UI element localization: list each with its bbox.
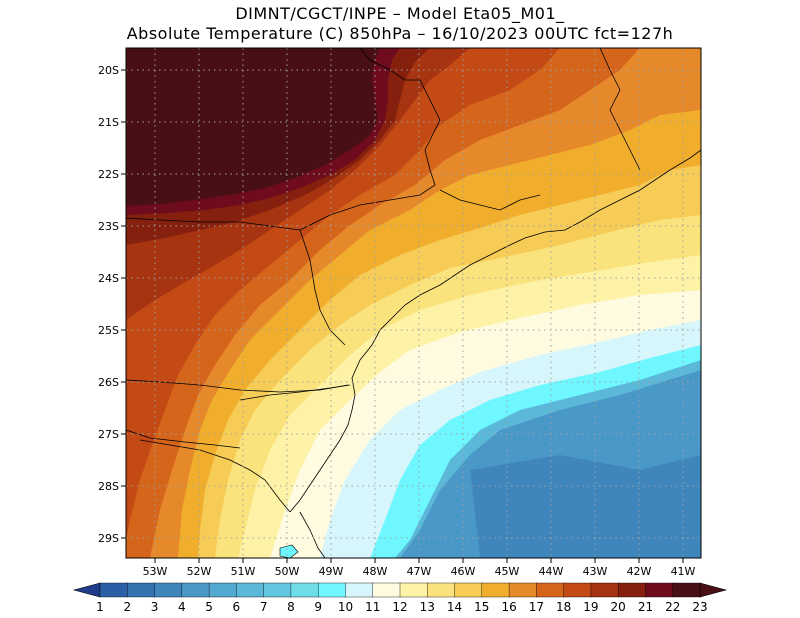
lat-label: 23S [98, 220, 119, 233]
colorbar-label: 8 [287, 600, 295, 614]
colorbar-swatch [508, 582, 538, 598]
colorbar-swatch [536, 582, 565, 598]
colorbar-label: 3 [151, 600, 159, 614]
lon-label: 47W [407, 565, 432, 578]
lat-lon-grid [126, 48, 701, 558]
lon-label: 51W [231, 565, 256, 578]
colorbar-swatch [345, 582, 374, 598]
lon-label: 44W [539, 565, 564, 578]
colorbar-label: 22 [665, 600, 680, 614]
colorbar-swatch [672, 582, 701, 598]
lon-label: 42W [627, 565, 652, 578]
colorbar-arrow-low [72, 582, 101, 598]
lat-label: 26S [98, 376, 119, 389]
title-line-2: Absolute Temperature (C) 850hPa – 16/10/… [126, 24, 674, 43]
lon-ticks [154, 558, 684, 563]
colorbar-swatch [208, 582, 238, 598]
lon-labels: 53W 52W 51W 50W 49W 48W 47W 46W 45W 44W … [143, 565, 696, 578]
lon-label: 46W [451, 565, 476, 578]
colorbar-swatch [563, 582, 592, 598]
colorbar-label: 13 [420, 600, 435, 614]
colorbar-label: 4 [178, 600, 186, 614]
lat-label: 20S [98, 64, 119, 77]
colorbar-swatch [99, 582, 128, 598]
colorbar-label: 20 [611, 600, 626, 614]
colorbar-label: 6 [233, 600, 241, 614]
colorbar-swatch [399, 582, 428, 598]
colorbar-label: 7 [260, 600, 268, 614]
title-line-1: DIMNT/CGCT/INPE – Model Eta05_M01_ [235, 4, 565, 23]
colorbar-label: 9 [314, 600, 322, 614]
colorbar-swatch [236, 582, 265, 598]
colorbar-label: 12 [392, 600, 407, 614]
colorbar-swatch [645, 582, 674, 598]
lat-label: 24S [98, 272, 119, 285]
lat-labels: 20S 21S 22S 23S 24S 25S 26S 27S 28S 29S [98, 64, 119, 545]
map-frame [125, 47, 702, 559]
colorbar-label: 1 [96, 600, 104, 614]
lat-label: 25S [98, 324, 119, 337]
colorbar-label: 2 [123, 600, 131, 614]
colorbar-label: 15 [474, 600, 489, 614]
lat-ticks [121, 69, 126, 539]
colorbar: 1 2 3 4 5 6 7 8 9 10 11 12 13 14 15 16 17 18 19 20 21 22 23 [72, 582, 728, 614]
colorbar-swatch [454, 582, 483, 598]
colorbar-label: 17 [529, 600, 544, 614]
colorbar-swatch [617, 582, 647, 598]
lat-label: 27S [98, 428, 119, 441]
lon-label: 49W [319, 565, 344, 578]
colorbar-label: 11 [365, 600, 380, 614]
colorbar-swatch [590, 582, 619, 598]
colorbar-swatch [154, 582, 183, 598]
lat-label: 29S [98, 532, 119, 545]
lon-label: 43W [583, 565, 608, 578]
colorbar-label: 5 [205, 600, 213, 614]
colorbar-label: 16 [501, 600, 516, 614]
lon-label: 53W [143, 565, 168, 578]
colorbar-label: 19 [583, 600, 598, 614]
colorbar-label: 21 [638, 600, 653, 614]
colorbar-arrow-high [699, 582, 728, 598]
lat-label: 28S [98, 480, 119, 493]
colorbar-label: 18 [556, 600, 571, 614]
colorbar-swatch [481, 582, 510, 598]
colorbar-label: 10 [338, 600, 353, 614]
lon-label: 52W [187, 565, 212, 578]
colorbar-swatch [372, 582, 401, 598]
colorbar-label: 14 [447, 600, 462, 614]
colorbar-swatch [290, 582, 319, 598]
lon-label: 45W [495, 565, 520, 578]
lon-label: 48W [363, 565, 388, 578]
colorbar-swatch [181, 582, 210, 598]
lat-label: 21S [98, 116, 119, 129]
colorbar-swatch [427, 582, 456, 598]
colorbar-swatch [127, 582, 156, 598]
lat-label: 22S [98, 168, 119, 181]
lon-label: 41W [671, 565, 696, 578]
colorbar-label: 23 [692, 600, 707, 614]
lon-label: 50W [275, 565, 300, 578]
colorbar-swatch [263, 582, 292, 598]
temperature-field [126, 48, 701, 558]
colorbar-swatch [317, 582, 347, 598]
